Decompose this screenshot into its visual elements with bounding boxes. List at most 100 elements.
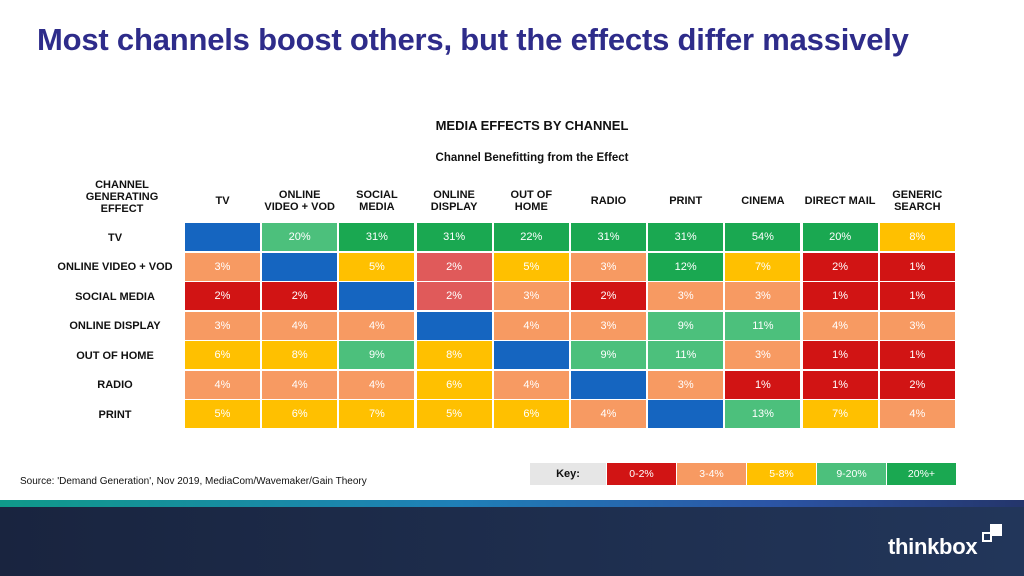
- heatmap-cell: 31%: [571, 223, 646, 251]
- heatmap-cell: 4%: [802, 311, 878, 340]
- heatmap-cell: 22%: [493, 223, 569, 251]
- source-note: Source: 'Demand Generation', Nov 2019, M…: [20, 476, 367, 487]
- heatmap-cell: 7%: [339, 400, 415, 428]
- heatmap-cell-self: [648, 400, 724, 428]
- key-label: Key:: [530, 463, 606, 485]
- column-header: ONLINE VIDEO + VOD: [264, 189, 335, 213]
- heatmap-cell: 2%: [416, 252, 492, 281]
- row-header: OUT OF HOME: [76, 349, 154, 362]
- heatmap-cell: 3%: [879, 311, 955, 340]
- row-header: ONLINE VIDEO + VOD: [57, 261, 173, 273]
- heatmap-cell: 5%: [416, 400, 492, 428]
- column-header: ONLINE DISPLAY: [430, 189, 478, 213]
- key-swatch: 5-8%: [747, 463, 816, 485]
- footer-band: [0, 500, 1024, 576]
- heatmap-cell: 2%: [262, 282, 338, 310]
- heatmap-cell: 6%: [185, 341, 260, 369]
- heatmap-cell: 4%: [185, 370, 260, 399]
- column-header: OUT OF HOME: [510, 189, 553, 213]
- key-swatch: 20%+: [887, 463, 956, 485]
- heatmap-cell-self: [571, 370, 646, 399]
- column-header: CINEMA: [741, 195, 785, 207]
- heatmap-cell: 3%: [648, 370, 724, 399]
- heatmap-cell: 1%: [802, 341, 878, 369]
- heatmap-cell: 1%: [802, 370, 878, 399]
- key-swatch: 0-2%: [607, 463, 676, 485]
- heatmap-cell: 3%: [493, 282, 569, 310]
- heatmap-cell: 5%: [339, 252, 415, 281]
- row-header: ONLINE DISPLAY: [69, 320, 161, 332]
- heatmap-cell: 11%: [648, 341, 724, 369]
- heatmap-cell: 31%: [648, 223, 724, 251]
- heatmap-cell: 4%: [339, 370, 415, 399]
- heatmap-cell: 3%: [648, 282, 724, 310]
- heatmap-cell: 5%: [185, 400, 260, 428]
- heatmap-cell: 31%: [416, 223, 492, 251]
- heatmap-cell-self: [493, 341, 569, 369]
- heatmap-cell: 5%: [493, 252, 569, 281]
- column-header: PRINT: [669, 195, 703, 207]
- heatmap-cell: 12%: [648, 252, 724, 281]
- heatmap-cell: 4%: [339, 311, 415, 340]
- heatmap-cell: 20%: [262, 223, 338, 251]
- heatmap-cell: 8%: [879, 223, 955, 251]
- heatmap-cell-self: [416, 311, 492, 340]
- heatmap-cell: 6%: [262, 400, 338, 428]
- heatmap-cell: 54%: [725, 223, 801, 251]
- heatmap-cell: 3%: [571, 252, 646, 281]
- row-axis-label: CHANNEL GENERATING EFFECT: [85, 179, 159, 215]
- row-header: SOCIAL MEDIA: [75, 290, 155, 303]
- heatmap-cell: 9%: [339, 341, 415, 369]
- heatmap-cell: 3%: [725, 341, 801, 369]
- column-header: SOCIAL MEDIA: [356, 189, 398, 213]
- heatmap-cell: 11%: [725, 311, 801, 340]
- heatmap-cell: 3%: [725, 282, 801, 310]
- heatmap-cell: 1%: [879, 341, 955, 369]
- heatmap-cell: 9%: [648, 311, 724, 340]
- heatmap-cell: 9%: [571, 341, 646, 369]
- row-header: PRINT: [98, 408, 132, 421]
- heatmap-cell: 1%: [725, 370, 801, 399]
- heatmap-cell: 4%: [493, 311, 569, 340]
- heatmap-cell: 2%: [802, 252, 878, 281]
- heatmap-cell-self: [339, 282, 415, 310]
- column-header: DIRECT MAIL: [804, 195, 876, 207]
- chart-subtitle: Channel Benefitting from the Effect: [435, 152, 629, 164]
- column-header: TV: [215, 195, 230, 207]
- row-header: TV: [107, 231, 123, 244]
- heatmap-cell: 8%: [416, 341, 492, 369]
- footer-strip: [0, 500, 1024, 507]
- heatmap-cell: 20%: [802, 223, 878, 251]
- heatmap-cell: 1%: [879, 282, 955, 310]
- key-swatch: 3-4%: [677, 463, 746, 485]
- heatmap-cell: 1%: [879, 252, 955, 281]
- heatmap-cell: 2%: [185, 282, 260, 310]
- row-header: RADIO: [97, 379, 133, 391]
- chart-title: MEDIA EFFECTS BY CHANNEL: [435, 118, 629, 133]
- slide-title: Most channels boost others, but the effe…: [37, 22, 909, 57]
- heatmap-cell: 3%: [571, 311, 646, 340]
- heatmap-cell: 31%: [339, 223, 415, 251]
- brand-mark-icon: [990, 524, 1002, 536]
- heatmap-cell: 8%: [262, 341, 338, 369]
- key-swatch: 9-20%: [817, 463, 886, 485]
- column-header: RADIO: [590, 195, 627, 207]
- heatmap-cell: 3%: [185, 311, 260, 340]
- heatmap-cell: 3%: [185, 252, 260, 281]
- heatmap-cell-self: [185, 223, 260, 251]
- heatmap-cell: 4%: [262, 311, 338, 340]
- heatmap-cell: 7%: [725, 252, 801, 281]
- heatmap-cell: 1%: [802, 282, 878, 310]
- heatmap-cell: 4%: [571, 400, 646, 428]
- heatmap-cell: 4%: [493, 370, 569, 399]
- heatmap-cell: 7%: [802, 400, 878, 428]
- heatmap-cell: 6%: [493, 400, 569, 428]
- heatmap-cell-self: [262, 252, 338, 281]
- heatmap-cell: 6%: [416, 370, 492, 399]
- brand-logo: thinkbox: [888, 534, 978, 559]
- heatmap-cell: 4%: [262, 370, 338, 399]
- heatmap-cell: 4%: [879, 400, 955, 428]
- heatmap-cell: 2%: [879, 370, 955, 399]
- brand-mark-icon-back: [982, 532, 992, 542]
- heatmap-cell: 2%: [571, 282, 646, 310]
